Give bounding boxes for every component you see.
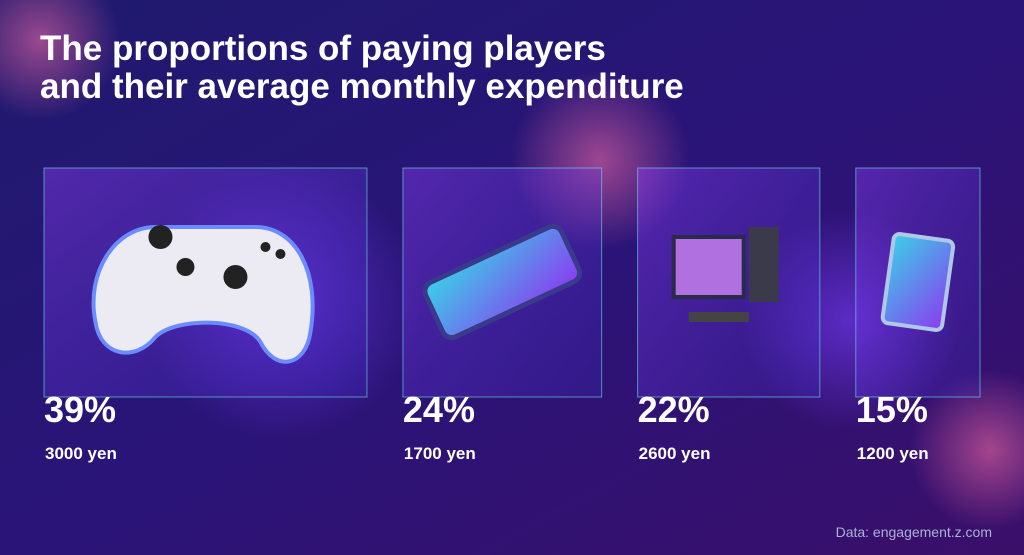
icon (880, 232, 956, 332)
icon (422, 223, 583, 341)
icon-shape (748, 227, 779, 302)
expenditure-label: 1200 yen (857, 444, 929, 463)
icon-shape (148, 225, 173, 249)
value-label: 15% (856, 389, 928, 430)
icon-shape (91, 225, 315, 364)
icon-shape (275, 249, 286, 259)
value-label: 24% (403, 389, 475, 430)
expenditure-label: 2600 yen (639, 444, 711, 463)
title-line: The proportions of paying players (40, 29, 606, 68)
icon-shape (260, 242, 271, 252)
value-label: 39% (44, 389, 116, 430)
glow (0, 0, 120, 120)
glow (910, 370, 1024, 530)
icon-shape (671, 235, 746, 299)
icon (91, 225, 315, 364)
icon-shape (223, 265, 248, 289)
icon-shape (176, 258, 195, 276)
value-label: 22% (638, 389, 710, 430)
source: Data: engagement.z.com (836, 524, 992, 540)
icon (671, 227, 779, 322)
title-line: and their average monthly expenditure (40, 67, 684, 106)
expenditure-label: 3000 yen (45, 444, 117, 463)
icon-shape (422, 223, 583, 341)
icon-shape (688, 312, 749, 322)
expenditure-label: 1700 yen (404, 444, 476, 463)
icon-shape (880, 232, 956, 332)
